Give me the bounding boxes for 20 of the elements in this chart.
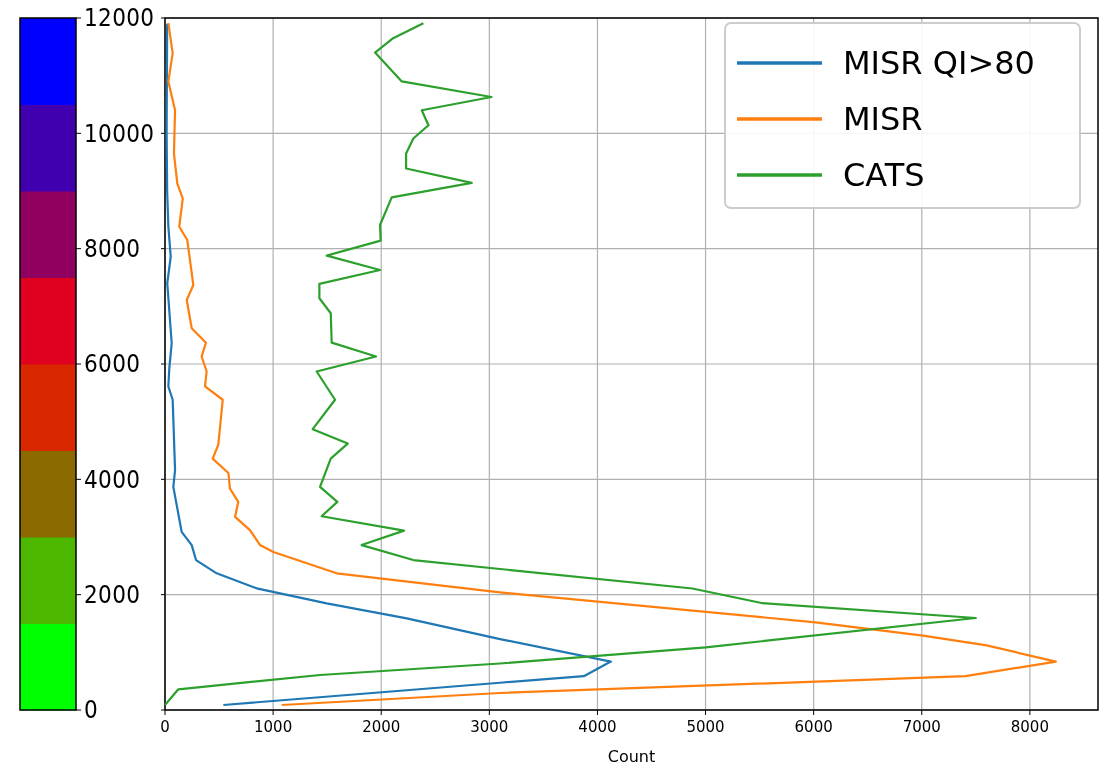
- legend-label: MISR: [843, 100, 923, 139]
- line-series: [165, 22, 612, 707]
- y-tick-label: 8000: [84, 235, 140, 264]
- x-tick-label: 6000: [794, 718, 833, 736]
- y-tick-label: 12000: [84, 4, 154, 33]
- x-tick-label: 4000: [578, 718, 617, 736]
- y-tick-label: 10000: [84, 119, 154, 148]
- x-tick-label: 7000: [902, 718, 941, 736]
- y-tick-label: 6000: [84, 350, 140, 379]
- x-tick-label: 5000: [686, 718, 725, 736]
- y-tick-label: 4000: [84, 465, 140, 494]
- x-tick-label: 1000: [254, 718, 293, 736]
- legend-label: MISR QI>80: [843, 44, 1035, 83]
- legend-label: CATS: [843, 156, 925, 195]
- x-tick-label: 8000: [1010, 718, 1049, 736]
- y-tick-label: 2000: [84, 581, 140, 610]
- x-tick-label: 2000: [362, 718, 401, 736]
- x-tick-label: 3000: [470, 718, 509, 736]
- x-axis-title: Count: [607, 747, 656, 766]
- x-tick-label: 0: [160, 718, 170, 736]
